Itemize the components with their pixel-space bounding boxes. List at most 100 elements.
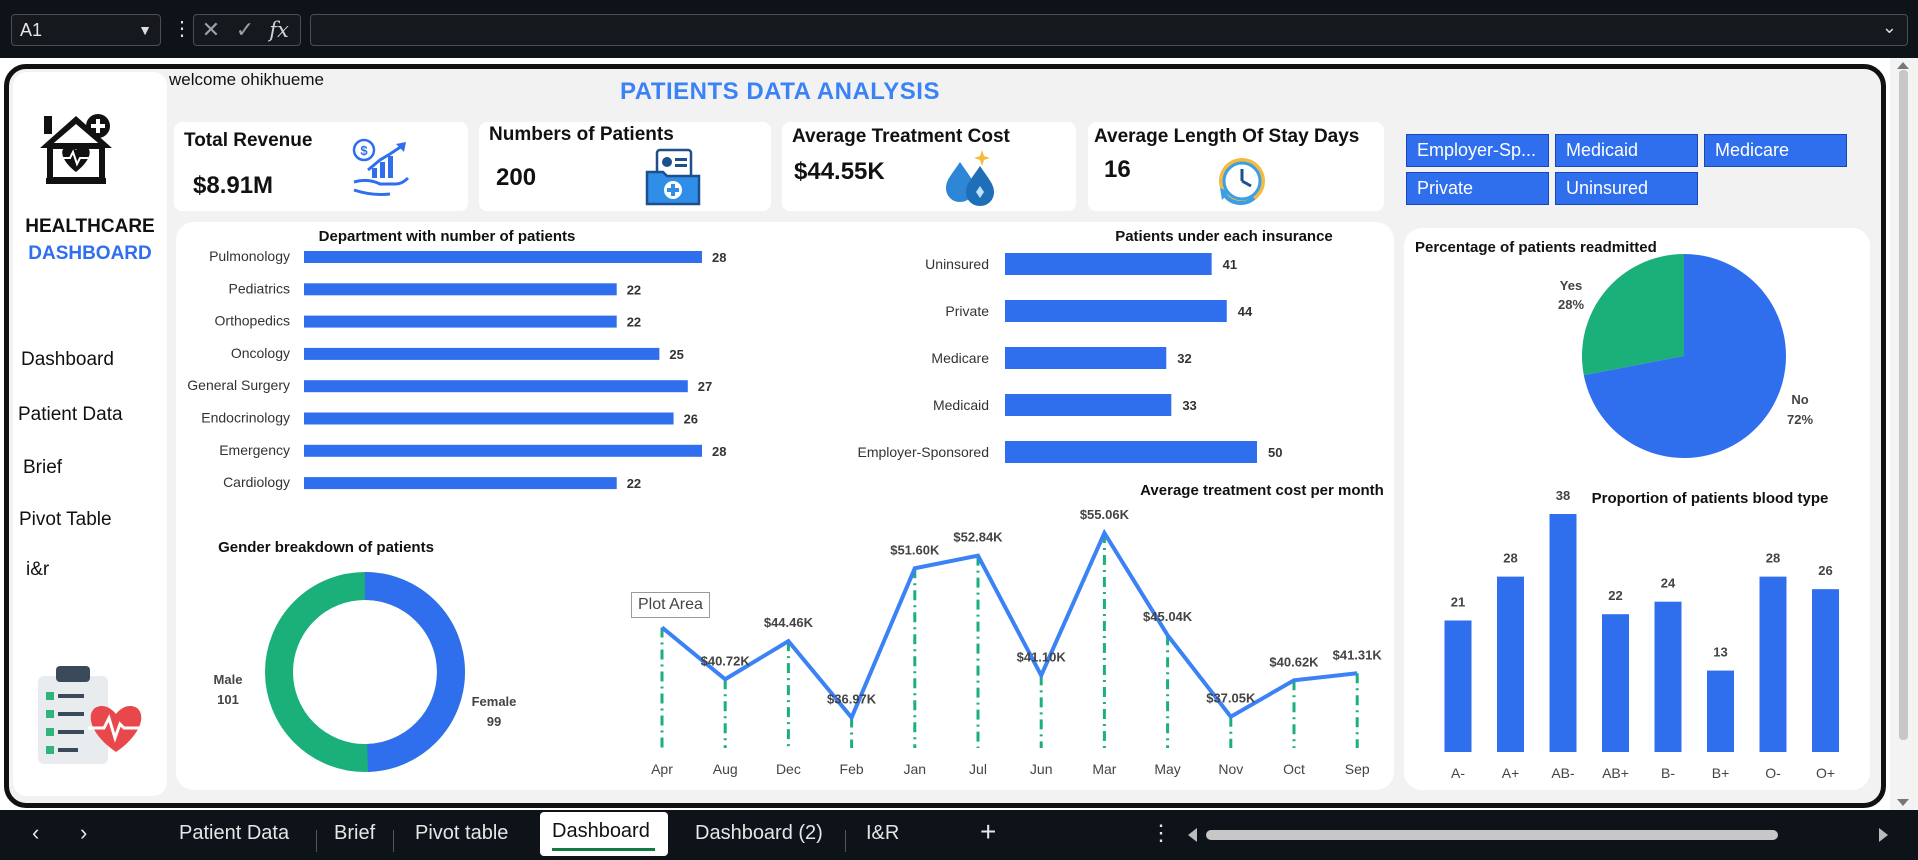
scroll-down-icon[interactable] xyxy=(1897,799,1909,806)
kpi-value: 200 xyxy=(496,164,537,191)
slicer-medicaid[interactable]: Medicaid xyxy=(1555,134,1698,167)
data-label: $55.06K xyxy=(1080,507,1130,522)
category-label: Medicaid xyxy=(933,397,989,413)
tab-ir[interactable]: I&R xyxy=(866,822,900,844)
data-label: 32 xyxy=(1177,351,1191,366)
horizontal-scrollbar[interactable] xyxy=(1188,825,1888,845)
nav-pivot-table[interactable]: Pivot Table xyxy=(19,509,112,530)
tab-patient-data[interactable]: Patient Data xyxy=(179,822,290,844)
x-tick-label: Nov xyxy=(1218,761,1243,777)
chart-title: Department with number of patients xyxy=(319,228,576,245)
expand-formula-icon[interactable]: ⌄ xyxy=(1881,17,1897,37)
next-sheet-icon[interactable]: › xyxy=(80,820,88,845)
kpi-average-treatment-cost: Average Treatment Cost $44.55K xyxy=(782,122,1076,211)
x-tick-label: Oct xyxy=(1283,761,1305,777)
category-label: Uninsured xyxy=(925,256,989,272)
series-line xyxy=(660,528,1358,722)
formula-bar: A1 ▼ ⋮ ✕ ✓ fx ⌄ xyxy=(0,0,1918,58)
scroll-up-icon[interactable] xyxy=(1897,62,1909,69)
data-label: $36.97K xyxy=(827,692,877,707)
add-sheet-button[interactable]: + xyxy=(980,816,997,847)
scroll-right-icon[interactable] xyxy=(1879,828,1888,842)
nav-ir[interactable]: i&r xyxy=(26,559,50,580)
x-tick-label: AB+ xyxy=(1602,765,1629,781)
vertical-scrollbar[interactable] xyxy=(1890,58,1918,810)
svg-text:$: $ xyxy=(360,143,368,158)
bar xyxy=(304,251,702,263)
insert-function-icon[interactable]: fx xyxy=(269,18,289,42)
x-tick-label: B+ xyxy=(1712,765,1730,781)
bar xyxy=(1005,347,1167,369)
category-label: Medicare xyxy=(931,350,989,366)
slicer-medicare[interactable]: Medicare xyxy=(1704,134,1847,167)
formula-input[interactable]: ⌄ xyxy=(310,14,1908,46)
nav-patient-data[interactable]: Patient Data xyxy=(18,404,123,425)
cancel-icon[interactable]: ✕ xyxy=(201,17,221,42)
nav-brief[interactable]: Brief xyxy=(23,457,63,478)
bar xyxy=(304,477,617,490)
data-label: 22 xyxy=(1608,588,1622,603)
tab-dashboard[interactable]: Dashboard xyxy=(540,812,668,856)
chart-readmitted-pie: Percentage of patients readmitted Yes 28% N… xyxy=(1415,239,1813,458)
column xyxy=(1549,514,1577,752)
tab-pivot-table[interactable]: Pivot table xyxy=(415,822,509,844)
bar xyxy=(304,283,617,296)
category-label: Pediatrics xyxy=(229,280,290,296)
plot-area-tooltip: Plot Area xyxy=(631,592,710,618)
data-label: $51.60K xyxy=(890,542,940,557)
x-tick-label: Dec xyxy=(776,761,801,777)
category-label: Oncology xyxy=(231,345,290,361)
column xyxy=(1654,601,1682,752)
scrollbar-thumb[interactable] xyxy=(1206,830,1778,840)
scrollbar-thumb[interactable] xyxy=(1899,70,1908,740)
category-label: Employer-Sponsored xyxy=(857,444,989,460)
category-label: Private xyxy=(945,303,989,319)
data-label: 38 xyxy=(1556,488,1570,503)
column xyxy=(1759,576,1787,752)
clock-refresh-icon xyxy=(1219,158,1265,206)
column xyxy=(1707,670,1734,752)
data-label: $41.10K xyxy=(1017,649,1067,664)
slicer-private[interactable]: Private xyxy=(1406,172,1549,205)
chart-title: Percentage of patients readmitted xyxy=(1415,239,1657,256)
data-label: 26 xyxy=(1818,563,1832,578)
category-label: Emergency xyxy=(219,442,290,458)
more-tabs-icon[interactable]: ⋮ xyxy=(1150,820,1172,845)
x-tick-label: AB- xyxy=(1551,765,1575,781)
kpi-label: Average Treatment Cost xyxy=(792,126,1010,147)
bar xyxy=(1005,394,1172,416)
slice-percent: 28% xyxy=(1558,297,1584,312)
name-box[interactable]: A1 ▼ xyxy=(11,14,161,46)
data-label: 13 xyxy=(1713,645,1727,660)
data-label: 22 xyxy=(627,315,641,330)
data-label: $40.62K xyxy=(1269,654,1319,669)
column xyxy=(1812,589,1839,752)
bar xyxy=(304,380,688,393)
bar xyxy=(304,412,674,425)
formula-actions: ✕ ✓ fx xyxy=(193,14,301,46)
data-label: 28 xyxy=(712,444,726,459)
kpi-number-of-patients: Numbers of Patients 200 xyxy=(479,122,771,211)
sheet-tab-bar: ‹ › Patient Data Brief Pivot table Dashb… xyxy=(0,810,1918,860)
category-label: Cardiology xyxy=(223,474,290,490)
data-label: 33 xyxy=(1182,398,1196,413)
column xyxy=(1602,614,1629,752)
chart-gender-donut: Gender breakdown of patients Male 101 Femal… xyxy=(214,539,516,772)
chart-title: Gender breakdown of patients xyxy=(218,539,434,556)
slicer-employer-sponsored[interactable]: Employer-Sp... xyxy=(1406,134,1549,167)
data-label: 41 xyxy=(1223,257,1237,272)
medicine-drops-icon xyxy=(946,150,994,206)
slicer-uninsured[interactable]: Uninsured xyxy=(1555,172,1698,205)
chart-title: Patients under each insurance xyxy=(1115,228,1333,245)
segment-value: 99 xyxy=(487,714,501,729)
tab-dashboard-2[interactable]: Dashboard (2) xyxy=(695,822,823,844)
scroll-left-icon[interactable] xyxy=(1188,828,1197,842)
chevron-down-icon[interactable]: ▼ xyxy=(138,22,152,38)
enter-icon[interactable]: ✓ xyxy=(235,17,255,42)
data-label: 22 xyxy=(627,476,641,491)
data-label: $40.72K xyxy=(701,653,751,668)
pie-slice xyxy=(1582,254,1684,376)
prev-sheet-icon[interactable]: ‹ xyxy=(32,820,40,845)
nav-dashboard[interactable]: Dashboard xyxy=(21,349,114,370)
tab-brief[interactable]: Brief xyxy=(334,822,376,844)
